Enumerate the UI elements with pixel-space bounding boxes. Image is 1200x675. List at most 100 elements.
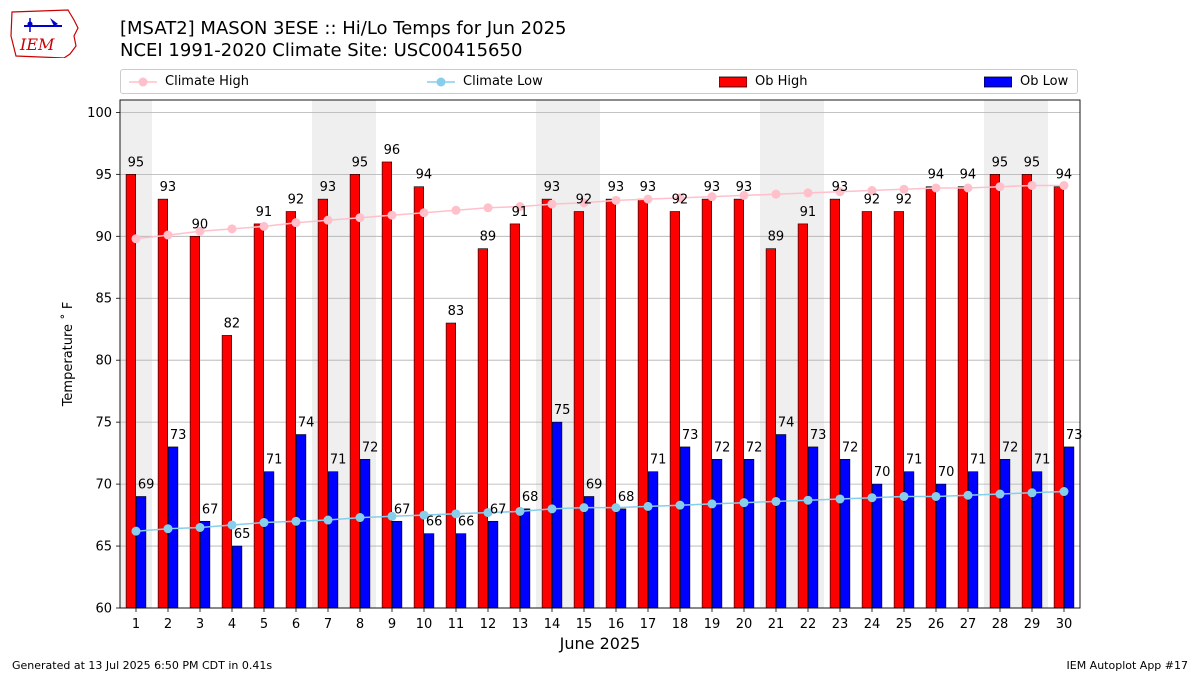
y-tick-label: 90 (95, 230, 112, 245)
ob-high-label: 95 (1024, 155, 1041, 170)
climate-high-point (611, 195, 621, 205)
x-tick-label: 13 (512, 617, 529, 632)
climate-high-point (899, 184, 909, 194)
ob-high-bar (925, 186, 936, 609)
ob-low-label: 71 (266, 453, 283, 468)
x-tick-label: 11 (448, 617, 465, 632)
ob-low-bar (327, 471, 339, 609)
weekend-shade (120, 100, 152, 608)
ob-low-label: 70 (874, 465, 891, 480)
ob-low-bar (551, 421, 563, 609)
climate-high-point (291, 218, 301, 228)
x-tick-label: 16 (608, 617, 625, 632)
ob-high-label: 93 (704, 180, 721, 195)
y-tick-label: 75 (95, 416, 112, 431)
x-tick-label: 4 (228, 617, 236, 632)
ob-low-label: 66 (426, 515, 443, 530)
x-tick-label: 5 (260, 617, 268, 632)
ob-high-label: 92 (672, 193, 689, 208)
legend-climate-low: Climate Low (427, 74, 543, 89)
x-tick-label: 7 (324, 617, 332, 632)
ob-low-bar (391, 520, 403, 609)
legend-ob-low: Ob Low (984, 74, 1068, 89)
climate-low-point (355, 513, 365, 523)
ob-low-bar (807, 446, 819, 609)
climate-high-point (771, 189, 781, 199)
app-credit: IEM Autoplot App #17 (1066, 659, 1189, 672)
climate-high-line (135, 184, 1064, 240)
ob-low-bar (455, 533, 467, 609)
ob-high-label: 92 (576, 193, 593, 208)
ob-low-label: 72 (842, 440, 859, 455)
ob-high-bar (701, 198, 712, 609)
ob-high-label: 92 (896, 193, 913, 208)
ob-low-bar (743, 459, 755, 609)
ob-high-label: 93 (640, 180, 657, 195)
iowa-outline-icon (10, 9, 79, 58)
ob-low-label: 70 (938, 465, 955, 480)
legend-label: Ob High (755, 74, 808, 89)
ob-low-label: 68 (522, 490, 539, 505)
climate-low-point (867, 493, 877, 503)
climate-low-point (803, 495, 813, 505)
x-tick-label: 25 (896, 617, 913, 632)
x-tick-label: 17 (640, 617, 657, 632)
climate-high-point (355, 213, 365, 223)
ob-high-label: 93 (544, 180, 561, 195)
ob-high-label: 94 (960, 168, 977, 183)
x-axis-label: June 2025 (559, 634, 641, 653)
climate-low-point (515, 506, 525, 516)
ob-high-label: 93 (832, 180, 849, 195)
x-tick-label: 1 (132, 617, 140, 632)
ob-low-label: 67 (394, 502, 411, 517)
x-tick-label: 6 (292, 617, 300, 632)
climate-high-point (867, 185, 877, 195)
x-tick-label: 9 (388, 617, 396, 632)
climate-high-point (1059, 180, 1069, 190)
ob-low-bar (232, 545, 243, 609)
ob-high-label: 91 (512, 205, 529, 220)
climate-low-point (547, 504, 557, 514)
climate-high-point (387, 210, 397, 220)
ob-high-bar (221, 335, 233, 609)
ob-high-label: 93 (160, 180, 177, 195)
climate-low-point (387, 511, 397, 521)
climate-high-point (163, 230, 173, 240)
ob-low-label: 72 (746, 440, 763, 455)
ob-low-bar (359, 459, 371, 609)
climate-low-point (611, 503, 621, 513)
bar-swatch-icon (719, 76, 747, 87)
climate-low-point (419, 510, 429, 520)
climate-low-point (163, 524, 173, 534)
climate-high-point (1027, 180, 1037, 190)
x-tick-label: 28 (992, 617, 1009, 632)
x-tick-label: 27 (960, 617, 977, 632)
ob-high-label: 91 (256, 205, 273, 220)
ob-low-bar (679, 446, 691, 609)
ob-low-bar (519, 508, 531, 609)
ob-low-bar (775, 434, 787, 609)
ob-low-label: 66 (458, 515, 475, 530)
ob-low-label: 73 (1066, 428, 1083, 443)
climate-high-point (515, 202, 525, 212)
chart-title: [MSAT2] MASON 3ESE :: Hi/Lo Temps for Ju… (120, 18, 566, 62)
generated-timestamp: Generated at 13 Jul 2025 6:50 PM CDT in … (12, 659, 273, 672)
ob-high-bar (861, 211, 872, 609)
climate-low-point (259, 518, 269, 528)
ob-low-bar (200, 520, 211, 609)
climate-high-point (995, 182, 1005, 192)
ob-high-label: 90 (192, 217, 209, 232)
climate-high-point (259, 221, 269, 231)
ob-low-label: 67 (490, 502, 507, 517)
climate-high-point (483, 203, 493, 213)
ob-low-label: 71 (650, 453, 667, 468)
ob-high-bar (989, 174, 1000, 609)
ob-high-label: 96 (384, 143, 401, 158)
logo-text: IEM (19, 35, 55, 54)
ob-high-bar (893, 211, 904, 609)
x-tick-label: 10 (416, 617, 433, 632)
climate-low-point (739, 498, 749, 508)
climate-low-point (1059, 487, 1069, 497)
ob-high-label: 91 (800, 205, 817, 220)
ob-low-bar (423, 533, 435, 609)
